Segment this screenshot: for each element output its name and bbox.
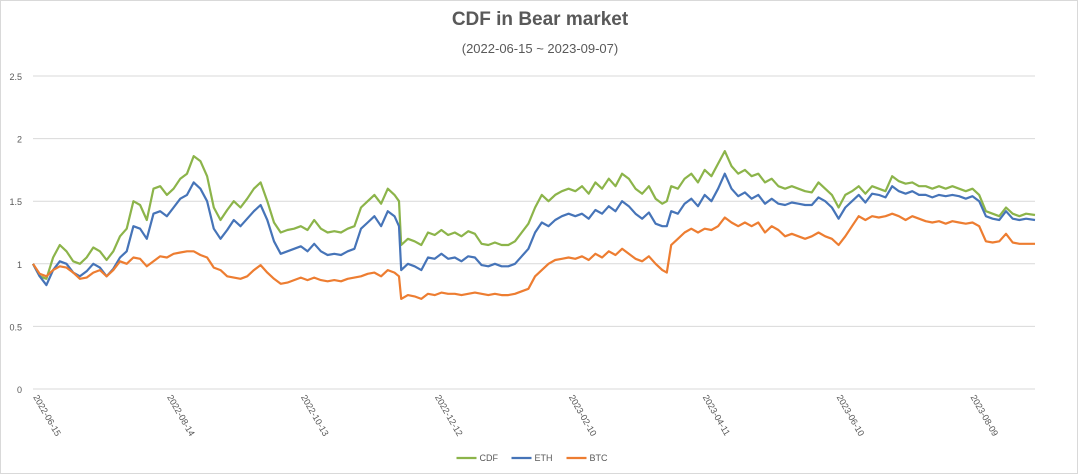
chart-subtitle: (2022-06-15 ~ 2023-09-07) — [461, 41, 619, 56]
y-tick-label: 2.5 — [9, 72, 22, 82]
y-tick-label: 1 — [17, 260, 22, 270]
legend-label-cdf: CDF — [480, 453, 499, 463]
x-tick-label: 2022-12-12 — [433, 393, 465, 438]
x-tick-label: 2022-10-13 — [299, 393, 331, 438]
y-tick-label: 2 — [17, 135, 22, 145]
series-line-btc — [32, 212, 1035, 300]
series-line-eth — [32, 172, 1036, 287]
legend-label-btc: BTC — [590, 453, 609, 463]
x-tick-label: 2023-08-09 — [969, 393, 1001, 438]
x-tick-label: 2023-06-10 — [835, 393, 867, 438]
y-tick-label: 0.5 — [9, 322, 22, 332]
legend-label-eth: ETH — [535, 453, 553, 463]
x-tick-label: 2022-06-15 — [31, 393, 63, 438]
chart-title: CDF in Bear market — [451, 9, 629, 30]
series-line-cdf — [32, 150, 1036, 280]
y-tick-label: 0 — [17, 385, 22, 395]
x-tick-label: 2023-04-11 — [701, 393, 732, 437]
y-tick-label: 1.5 — [9, 197, 22, 207]
x-tick-label: 2023-02-10 — [567, 393, 599, 438]
x-tick-label: 2022-08-14 — [165, 393, 197, 438]
